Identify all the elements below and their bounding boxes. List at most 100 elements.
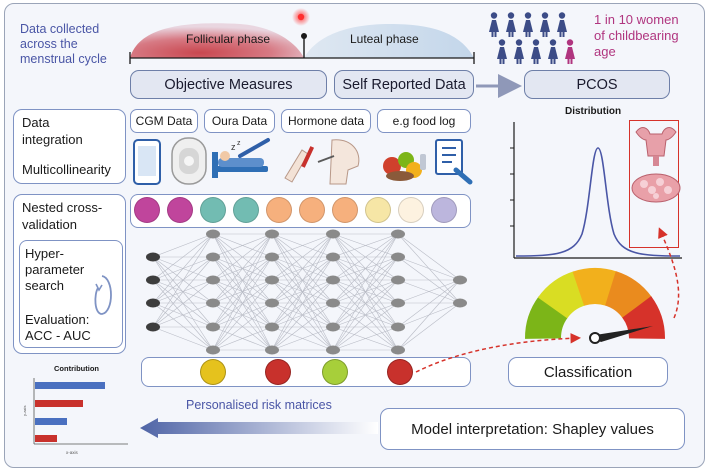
network-edge (332, 233, 399, 351)
network-edge (152, 279, 214, 304)
network-node (265, 298, 279, 308)
network-edge (212, 233, 273, 328)
network-edge (397, 302, 461, 351)
network-edge (332, 302, 399, 351)
blood-test-icon (284, 139, 360, 185)
network-edge (212, 326, 273, 351)
input-node (266, 197, 292, 223)
network-edge (152, 233, 214, 304)
woman-icon (489, 12, 499, 37)
network-edge (152, 302, 214, 351)
network-edge (152, 233, 214, 281)
evaluation-line: Evaluation: (25, 312, 90, 327)
food-log-icon (435, 139, 473, 185)
follicular-label: Follicular phase (186, 32, 271, 46)
prevalence-text: 1 in 10 women of childbearing age (594, 12, 679, 60)
network-edge (332, 233, 399, 304)
input-node (233, 197, 259, 223)
gauge-segment (537, 271, 585, 319)
network-edge (212, 233, 273, 351)
network-edge (271, 279, 334, 351)
network-edge (332, 233, 399, 328)
prevalence-line: of childbearing (594, 28, 679, 43)
contribution-chart: y-axis (22, 378, 128, 445)
network-edge (152, 326, 214, 351)
network-edge (332, 279, 399, 351)
network-node (265, 229, 279, 239)
contribution-bar (35, 400, 83, 407)
network-node (326, 345, 340, 355)
input-node (299, 197, 325, 223)
network-node (391, 298, 405, 308)
network-node (265, 275, 279, 285)
nested-cv-line: Nested cross- (22, 200, 103, 215)
network-node (206, 345, 220, 355)
cgm-sensor-icon (171, 137, 207, 185)
gauge-to-pcos-arrow (658, 227, 680, 319)
cgm-data-tag: CGM Data (130, 109, 198, 133)
network-node (265, 252, 279, 262)
output-node (322, 359, 348, 385)
network-node (146, 298, 160, 308)
distribution-title: Distribution (565, 106, 622, 117)
hyper-line: search (25, 278, 65, 293)
prevalence-line: 1 in 10 women (594, 12, 679, 27)
network-edge (271, 256, 334, 351)
contribution-ylabel: y-axis (22, 406, 27, 416)
network-edge (271, 233, 334, 281)
network-node (146, 252, 160, 262)
cycle-caption-line: across the (20, 37, 78, 51)
food-log-tag: e.g food log (377, 109, 471, 133)
input-node (167, 197, 193, 223)
highlighted-woman-icon (565, 39, 575, 64)
follicular-hump (130, 23, 304, 58)
self-reported-data-box: Self Reported Data (334, 70, 474, 99)
network-node (453, 298, 467, 308)
network-edge (212, 233, 273, 258)
network-edge (332, 233, 399, 281)
nested-cv-line: validation (22, 217, 77, 232)
hyper-line: Hyper- (25, 246, 65, 261)
network-edge (271, 233, 334, 328)
network-node (206, 229, 220, 239)
network-node (326, 229, 340, 239)
evaluation-line: ACC - AUC (25, 328, 91, 343)
network-node (265, 345, 279, 355)
risk-matrices-label: Personalised risk matrices (186, 398, 332, 412)
hormone-data-tag: Hormone data (281, 109, 371, 133)
luteal-hump (304, 24, 474, 58)
output-node (200, 359, 226, 385)
objective-measures-box: Objective Measures (130, 70, 327, 99)
network-edge (152, 233, 214, 258)
hyperparameter-label: Hyper- parameter search (25, 246, 84, 294)
network-node (326, 298, 340, 308)
network-node (391, 275, 405, 285)
network-edge (152, 256, 214, 328)
contribution-bar (35, 435, 57, 442)
contribution-xlabel: x-axis (66, 450, 78, 455)
hyper-line: parameter (25, 262, 85, 277)
polycystic-ovary-icon (631, 173, 681, 203)
network-edge (271, 233, 334, 258)
network-edge (397, 256, 461, 281)
network-edge (271, 326, 334, 351)
output-to-gauge-arrow (415, 333, 581, 373)
data-integration-box (13, 109, 126, 184)
network-node (391, 252, 405, 262)
ovary-icons (631, 127, 681, 203)
women-icons (489, 12, 575, 64)
svg-text:z: z (237, 140, 241, 147)
network-edge (397, 233, 461, 281)
cycle-caption: Data collected across the menstrual cycl… (20, 22, 107, 67)
prevalence-line: age (594, 44, 616, 59)
data-source-icons: z z (133, 137, 473, 185)
network-node (326, 252, 340, 262)
network-edge (152, 279, 214, 328)
input-node (200, 197, 226, 223)
data-integration-label: Data integration (22, 114, 83, 148)
nested-cv-label: Nested cross- validation (22, 199, 102, 233)
